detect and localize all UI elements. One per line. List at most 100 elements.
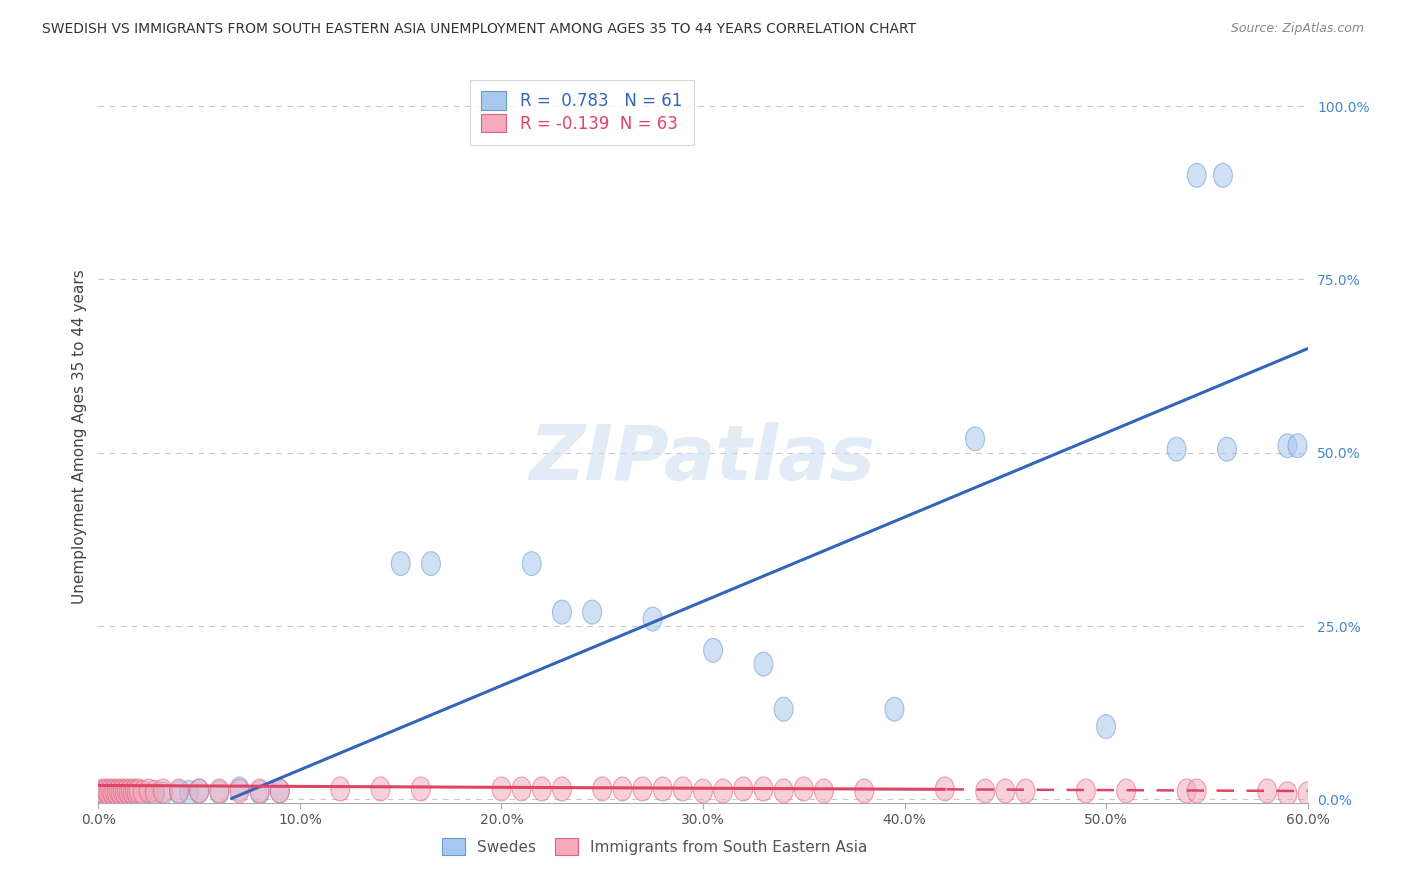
Ellipse shape [129,781,148,805]
Ellipse shape [105,779,124,803]
Ellipse shape [117,779,136,803]
Ellipse shape [145,783,165,807]
Ellipse shape [412,777,430,801]
Ellipse shape [371,777,389,801]
Ellipse shape [270,779,290,803]
Ellipse shape [582,600,602,624]
Ellipse shape [1167,437,1187,461]
Ellipse shape [231,777,249,801]
Ellipse shape [533,777,551,801]
Ellipse shape [117,781,136,805]
Ellipse shape [125,779,145,803]
Ellipse shape [91,780,110,805]
Ellipse shape [124,784,142,808]
Ellipse shape [107,780,127,805]
Ellipse shape [1278,434,1296,458]
Ellipse shape [231,779,249,803]
Ellipse shape [111,780,129,805]
Ellipse shape [995,779,1015,803]
Ellipse shape [112,779,132,803]
Ellipse shape [1017,779,1035,803]
Ellipse shape [134,780,152,805]
Ellipse shape [1288,434,1308,458]
Ellipse shape [115,784,134,808]
Ellipse shape [145,780,165,805]
Ellipse shape [794,777,813,801]
Ellipse shape [110,779,128,803]
Ellipse shape [139,784,159,808]
Ellipse shape [1358,781,1378,805]
Ellipse shape [330,777,350,801]
Ellipse shape [190,779,208,803]
Ellipse shape [775,779,793,803]
Ellipse shape [754,777,773,801]
Ellipse shape [1177,779,1197,803]
Text: Source: ZipAtlas.com: Source: ZipAtlas.com [1230,22,1364,36]
Ellipse shape [1097,714,1115,739]
Ellipse shape [754,652,773,676]
Ellipse shape [96,781,114,805]
Ellipse shape [775,698,793,721]
Ellipse shape [111,784,129,808]
Ellipse shape [190,779,208,803]
Ellipse shape [935,777,955,801]
Ellipse shape [93,784,112,808]
Text: ZIPatlas: ZIPatlas [530,422,876,496]
Ellipse shape [134,783,152,807]
Ellipse shape [1187,163,1206,187]
Ellipse shape [1077,779,1095,803]
Ellipse shape [103,781,122,805]
Ellipse shape [120,784,138,808]
Ellipse shape [643,607,662,631]
Ellipse shape [139,779,159,803]
Ellipse shape [121,781,141,805]
Ellipse shape [170,780,188,805]
Ellipse shape [391,551,411,575]
Ellipse shape [124,780,142,805]
Ellipse shape [97,779,115,803]
Ellipse shape [1187,779,1206,803]
Ellipse shape [209,780,229,805]
Ellipse shape [153,779,173,803]
Ellipse shape [1319,781,1337,805]
Ellipse shape [112,781,132,805]
Ellipse shape [121,779,141,803]
Ellipse shape [153,781,173,805]
Legend: Swedes, Immigrants from South Eastern Asia: Swedes, Immigrants from South Eastern As… [436,832,873,861]
Ellipse shape [855,779,873,803]
Ellipse shape [693,779,713,803]
Ellipse shape [593,777,612,801]
Ellipse shape [492,777,510,801]
Ellipse shape [98,781,118,805]
Ellipse shape [98,780,118,805]
Ellipse shape [180,780,198,805]
Ellipse shape [110,781,128,805]
Ellipse shape [250,780,269,805]
Ellipse shape [115,780,134,805]
Ellipse shape [120,780,138,805]
Ellipse shape [734,777,752,801]
Ellipse shape [1339,781,1357,805]
Ellipse shape [170,779,188,803]
Ellipse shape [884,698,904,721]
Ellipse shape [105,784,124,808]
Text: SWEDISH VS IMMIGRANTS FROM SOUTH EASTERN ASIA UNEMPLOYMENT AMONG AGES 35 TO 44 Y: SWEDISH VS IMMIGRANTS FROM SOUTH EASTERN… [42,22,917,37]
Ellipse shape [522,551,541,575]
Ellipse shape [613,777,631,801]
Ellipse shape [128,780,146,805]
Ellipse shape [422,551,440,575]
Ellipse shape [633,777,652,801]
Ellipse shape [703,639,723,662]
Ellipse shape [125,781,145,805]
Ellipse shape [128,784,146,808]
Ellipse shape [1298,781,1317,805]
Ellipse shape [103,780,122,805]
Ellipse shape [101,779,120,803]
Ellipse shape [250,779,269,803]
Ellipse shape [673,777,692,801]
Ellipse shape [209,779,229,803]
Ellipse shape [96,780,114,805]
Ellipse shape [1116,779,1136,803]
Ellipse shape [1278,781,1296,805]
Ellipse shape [270,779,290,803]
